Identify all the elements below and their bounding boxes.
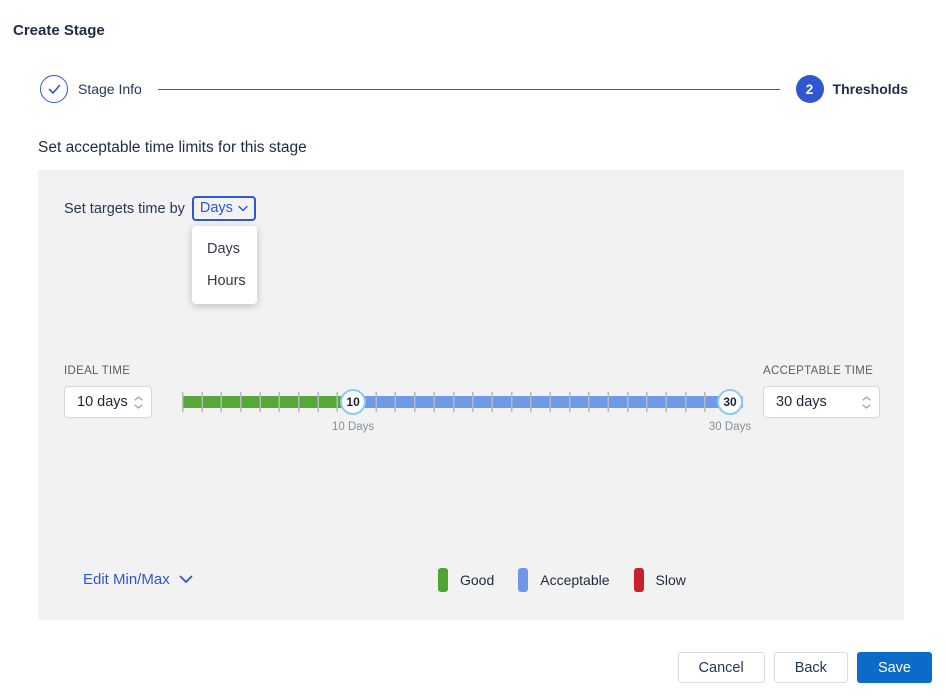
target-time-label: Set targets time by (64, 200, 185, 217)
step-1-indicator[interactable] (40, 75, 68, 103)
step-2-label: Thresholds (832, 81, 908, 97)
thresholds-panel: Set targets time by Days Days Hours IDEA… (38, 170, 904, 620)
cancel-button[interactable]: Cancel (677, 652, 765, 683)
slider-handle-max-value: 30 (723, 395, 737, 409)
step-2-number: 2 (805, 81, 814, 97)
time-unit-dropdown[interactable]: Days (191, 196, 256, 221)
save-button[interactable]: Save (856, 652, 932, 683)
target-time-row: Set targets time by Days (64, 196, 256, 221)
slider-handle-min-value: 10 (346, 395, 360, 409)
ideal-time-value: 10 days (77, 394, 128, 410)
ideal-time-field: IDEAL TIME 10 days (64, 365, 152, 418)
chevron-down-icon (179, 575, 193, 583)
acceptable-time-stepper[interactable] (862, 395, 871, 409)
slider-max-label: 30 Days (708, 421, 752, 433)
time-unit-value: Days (199, 200, 233, 216)
legend-item-slow: Slow (633, 568, 686, 592)
legend-item-acceptable: Acceptable (518, 568, 610, 592)
chevron-down-icon[interactable] (134, 403, 143, 409)
stepper: Stage Info 2 Thresholds (40, 75, 908, 103)
slider-handle-max[interactable]: 30 (717, 389, 743, 415)
ideal-time-stepper[interactable] (134, 395, 143, 409)
slow-label: Slow (655, 572, 686, 588)
menu-item-days[interactable]: Days (207, 241, 241, 257)
time-range-slider[interactable]: 10 30 10 Days 30 Days (182, 389, 751, 433)
edit-minmax-link[interactable]: Edit Min/Max (83, 571, 193, 588)
ideal-time-input[interactable]: 10 days (64, 386, 152, 418)
slider-handle-min[interactable]: 10 (340, 389, 367, 415)
slider-ticks (182, 392, 743, 412)
time-unit-menu: Days Hours (192, 226, 257, 304)
section-heading: Set acceptable time limits for this stag… (38, 139, 307, 156)
chevron-down-icon (238, 205, 248, 211)
chevron-up-icon[interactable] (862, 395, 871, 401)
step-1-label: Stage Info (78, 81, 142, 97)
acceptable-time-input[interactable]: 30 days (763, 386, 880, 418)
good-swatch (438, 568, 448, 592)
menu-item-hours[interactable]: Hours (207, 273, 246, 289)
acceptable-time-field: ACCEPTABLE TIME 30 days (763, 365, 880, 418)
good-label: Good (460, 572, 495, 588)
acceptable-swatch (518, 568, 529, 592)
slow-swatch (633, 568, 644, 592)
legend-item-good: Good (438, 568, 494, 592)
slider-min-label: 10 Days (332, 421, 375, 433)
edit-minmax-label: Edit Min/Max (83, 571, 170, 588)
chevron-up-icon[interactable] (134, 395, 143, 401)
check-icon (48, 84, 60, 94)
step-2-indicator[interactable]: 2 (795, 75, 824, 103)
acceptable-label: Acceptable (540, 572, 610, 588)
page-title: Create Stage (13, 22, 105, 39)
chevron-down-icon[interactable] (862, 403, 871, 409)
ideal-time-label: IDEAL TIME (64, 365, 131, 377)
stepper-connector (157, 88, 780, 90)
acceptable-time-label: ACCEPTABLE TIME (763, 365, 874, 377)
legend: Good Acceptable Slow (438, 568, 686, 592)
footer-actions: Cancel Back Save (677, 652, 932, 683)
acceptable-time-value: 30 days (776, 394, 827, 410)
back-button[interactable]: Back (773, 652, 848, 683)
